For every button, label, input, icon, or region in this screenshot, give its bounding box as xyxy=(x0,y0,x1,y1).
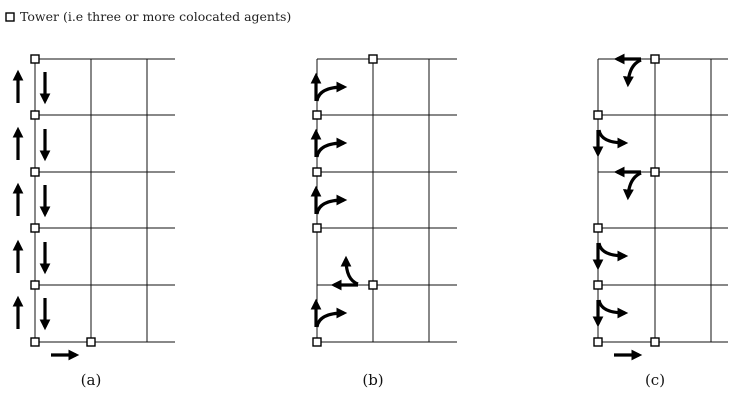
panel-b-caption: (b) xyxy=(362,371,383,389)
panel-c-caption: (c) xyxy=(645,371,665,389)
curved-down-arrow xyxy=(622,58,642,88)
tower-marker xyxy=(650,167,660,177)
tower-marker xyxy=(593,280,603,290)
tower-marker xyxy=(368,54,378,64)
curved-right-arrow xyxy=(315,307,348,328)
curved-right-arrow xyxy=(315,194,348,215)
grid-c xyxy=(597,58,728,343)
tower-marker xyxy=(30,337,40,347)
tower-marker xyxy=(312,167,322,177)
curved-right-arrow xyxy=(315,81,348,102)
panel-c: (c) xyxy=(592,53,728,389)
tower-marker xyxy=(86,337,96,347)
curved-right-arrow xyxy=(597,242,629,262)
tower-marker xyxy=(368,280,378,290)
tower-marker xyxy=(593,110,603,120)
panel-b: (b) xyxy=(310,54,457,389)
towers-b xyxy=(312,54,378,347)
legend-label: Tower (i.e three or more colocated agent… xyxy=(20,9,291,24)
curved-down-arrow xyxy=(622,171,642,201)
towers-c xyxy=(593,54,660,347)
panel-a-caption: (a) xyxy=(81,371,102,389)
tower-marker xyxy=(30,110,40,120)
tower-marker xyxy=(593,223,603,233)
curved-up-arrow xyxy=(340,255,359,286)
tower-marker xyxy=(650,337,660,347)
tower-marker xyxy=(30,223,40,233)
curved-right-arrow xyxy=(315,137,348,158)
towers-a xyxy=(30,54,96,347)
tower-square-icon xyxy=(5,12,15,22)
tower-marker xyxy=(30,280,40,290)
arrows-b xyxy=(310,72,359,328)
tower-marker xyxy=(650,54,660,64)
tower-marker xyxy=(312,223,322,233)
tower-marker xyxy=(312,110,322,120)
tower-marker xyxy=(30,167,40,177)
grid-b xyxy=(316,58,457,343)
panel-a: (a) xyxy=(12,54,175,389)
curved-right-arrow xyxy=(597,129,629,149)
tower-marker xyxy=(30,54,40,64)
curved-right-arrow xyxy=(597,299,629,319)
tower-marker xyxy=(593,337,603,347)
grid-a xyxy=(34,58,175,343)
legend: Tower (i.e three or more colocated agent… xyxy=(5,9,291,24)
arrows-c xyxy=(592,53,643,361)
tower-marker xyxy=(312,337,322,347)
arrows-a xyxy=(12,69,80,361)
